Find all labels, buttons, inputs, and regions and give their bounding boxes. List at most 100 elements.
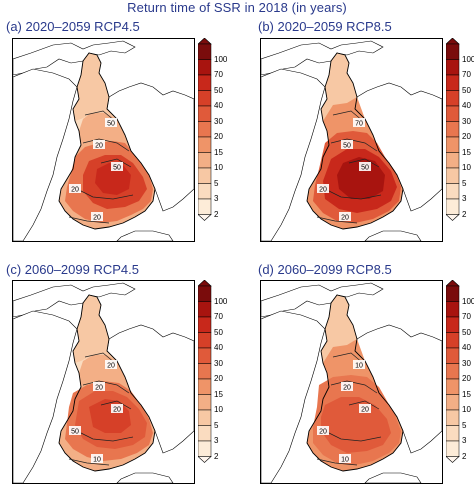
contour-label-bg <box>111 162 123 171</box>
colorbar-tick-label: 10 <box>462 405 471 414</box>
contour-line <box>100 158 132 168</box>
colorbar-tick-label: 50 <box>214 85 223 95</box>
contour-label: 20 <box>95 143 103 150</box>
colorbar-tick-label: 10 <box>214 405 223 414</box>
colorbar-swatch <box>197 285 212 302</box>
contour-line <box>330 138 378 152</box>
contour-line <box>324 188 382 200</box>
contour-label: 20 <box>93 215 101 222</box>
colorbar-swatch <box>445 152 460 169</box>
colorbar-tick-label: 10 <box>214 163 223 172</box>
colorbar-tick-label: 2 <box>214 451 219 461</box>
colorbar-swatch <box>445 394 460 411</box>
sweden-outline <box>13 68 78 241</box>
contour-label-bg <box>105 360 117 369</box>
colorbar-tick-label: 2 <box>214 209 219 219</box>
estonia-outline <box>116 230 174 241</box>
map-panel-b: 70 50 20 50 20 <box>260 38 443 242</box>
contour-label-bg <box>69 426 81 435</box>
colorbar-swatch <box>445 136 460 153</box>
map-svg: 70 50 20 50 20 <box>261 40 442 241</box>
colorbar-bottom-arrow <box>197 214 212 221</box>
colorbar-tick-label: 40 <box>462 101 471 110</box>
finland-north <box>73 295 117 363</box>
colorbar-swatch <box>445 316 460 333</box>
colorbar-swatch <box>197 198 212 215</box>
contour-line <box>332 110 364 122</box>
colorbar-swatch <box>445 301 460 318</box>
contour-label-bg <box>91 212 103 221</box>
colorbar-tick-label: 3 <box>214 436 219 445</box>
colorbar-swatch <box>445 90 460 107</box>
colorbar-swatch <box>445 347 460 364</box>
panel-c-label: (c) 2060–2099 RCP4.5 <box>6 262 139 277</box>
estonia-outline <box>364 230 422 241</box>
colorbar-bottom-arrow <box>197 456 212 463</box>
colorbar-swatch <box>445 363 460 380</box>
colorbar-swatch <box>445 425 460 442</box>
colorbar-tick-label: 5 <box>214 420 219 430</box>
field-level-3 <box>337 157 385 199</box>
colorbar-tick-label: 3 <box>462 194 467 203</box>
colorbar-tick-label: 15 <box>462 147 471 157</box>
contour-label: 10 <box>93 457 101 464</box>
colorbar-tick-label: 70 <box>214 70 223 79</box>
colorbar-swatch <box>445 183 460 200</box>
colorbar-swatch <box>197 316 212 333</box>
contour-line <box>316 458 358 466</box>
colorbar-tick-label: 30 <box>462 358 471 368</box>
colorbar-swatch <box>445 105 460 122</box>
contour-line <box>100 400 132 410</box>
contour-label: 10 <box>341 457 349 464</box>
contour-label-bg <box>341 140 353 149</box>
colorbar-tick-label: 2 <box>462 209 467 219</box>
colorbar-tick-label: 20 <box>214 374 223 383</box>
figure-title: Return time of SSR in 2018 (in years) <box>127 0 347 15</box>
contour-label-bg <box>339 454 351 463</box>
colorbar-swatch <box>445 332 460 349</box>
colorbar-tick-label: 3 <box>214 194 219 203</box>
map-svg: 50 20 20 50 20 <box>13 40 194 241</box>
finland-outline <box>306 294 404 472</box>
colorbar-tick-label: 20 <box>462 132 471 141</box>
colorbar-swatch <box>197 378 212 395</box>
colorbar-tick-label: 2 <box>462 451 467 461</box>
colorbar-svg <box>197 279 212 463</box>
contour-label-bg <box>317 426 329 435</box>
contour-line <box>82 138 130 152</box>
colorbar-tick-label: 15 <box>214 389 223 399</box>
contour-label-bg <box>69 184 81 193</box>
contour-label: 10 <box>355 363 363 370</box>
colorbar-c: 100 70 50 40 30 20 15 10 5 3 2 <box>197 279 238 485</box>
colorbar-tick-label: 100 <box>214 54 228 64</box>
colorbar-a: 100 70 50 40 30 20 15 10 5 3 2 <box>197 37 238 243</box>
contour-line <box>330 380 378 394</box>
contour-line <box>68 216 110 224</box>
colorbar-tick-label: 30 <box>214 358 223 368</box>
finland-outline <box>306 52 404 230</box>
colorbar-tick-label: 30 <box>462 116 471 126</box>
contour-label-bg <box>105 118 117 127</box>
colorbar-top-arrow <box>197 37 212 45</box>
colorbar-tick-label: 100 <box>214 296 228 306</box>
panel-d-label: (d) 2060–2099 RCP8.5 <box>258 262 392 277</box>
contour-label: 70 <box>355 121 363 128</box>
colorbar-tick-label: 5 <box>462 420 467 430</box>
colorbar-tick-label: 50 <box>462 85 471 95</box>
colorbar-swatch <box>197 90 212 107</box>
contour-label: 20 <box>343 385 351 392</box>
colorbar-b: 100 70 50 40 30 20 15 10 5 3 2 <box>445 37 474 243</box>
colorbar-swatch <box>445 409 460 426</box>
colorbar-tick-label: 30 <box>214 116 223 126</box>
contour-line <box>82 380 130 394</box>
colorbar-tick-label: 15 <box>214 147 223 157</box>
panel-a-label: (a) 2020–2059 RCP4.5 <box>6 19 140 34</box>
colorbar-tick-label: 5 <box>214 178 219 188</box>
colorbar-top-arrow <box>445 279 460 287</box>
contour-label: 50 <box>107 121 115 128</box>
colorbar-tick-label: 100 <box>462 54 474 64</box>
colorbar-tick-label: 40 <box>462 343 471 352</box>
colorbar-tick-label: 15 <box>462 389 471 399</box>
contour-label-bg <box>93 140 105 149</box>
colorbar-swatch <box>445 198 460 215</box>
